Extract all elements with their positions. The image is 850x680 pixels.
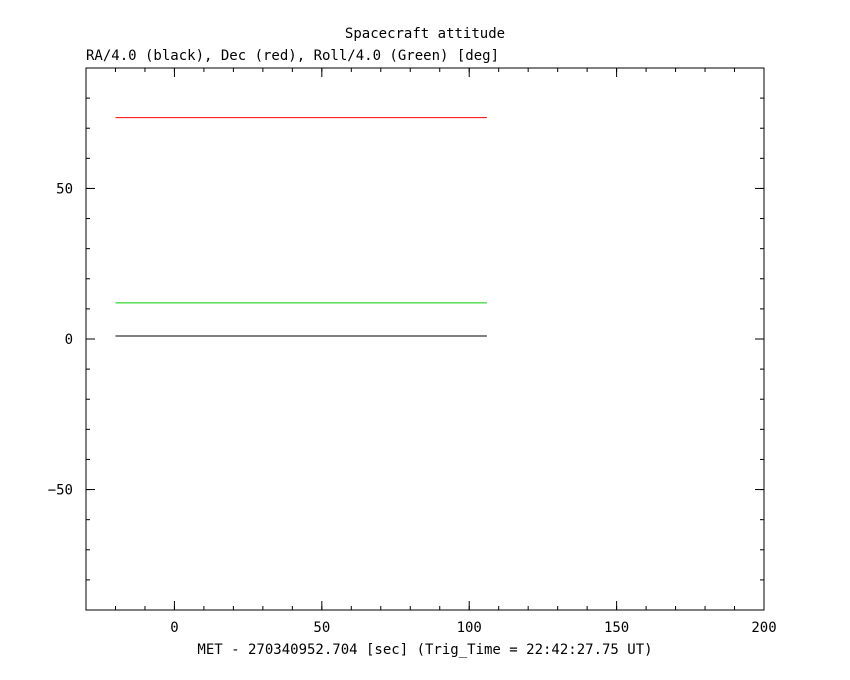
y-tick-label: −50 [48, 483, 73, 499]
series-lines [115, 117, 487, 337]
chart-title: Spacecraft attitude [345, 26, 505, 42]
x-tick-label: 0 [170, 620, 178, 636]
axis-ticks [85, 67, 765, 611]
y-tick-label: 50 [56, 181, 73, 197]
x-tick-label: 100 [457, 620, 482, 636]
x-tick-label: 200 [751, 620, 776, 636]
x-axis-label: MET - 270340952.704 [sec] (Trig_Time = 2… [197, 642, 652, 658]
x-tick-label: 150 [604, 620, 629, 636]
x-tick-label: 50 [313, 620, 330, 636]
chart-subtitle: RA/4.0 (black), Dec (red), Roll/4.0 (Gre… [86, 48, 499, 64]
tick-labels: 0 50 100 150 200 −50 0 50 [48, 181, 777, 636]
y-tick-label: 0 [65, 332, 73, 348]
plot-frame [85, 67, 765, 611]
